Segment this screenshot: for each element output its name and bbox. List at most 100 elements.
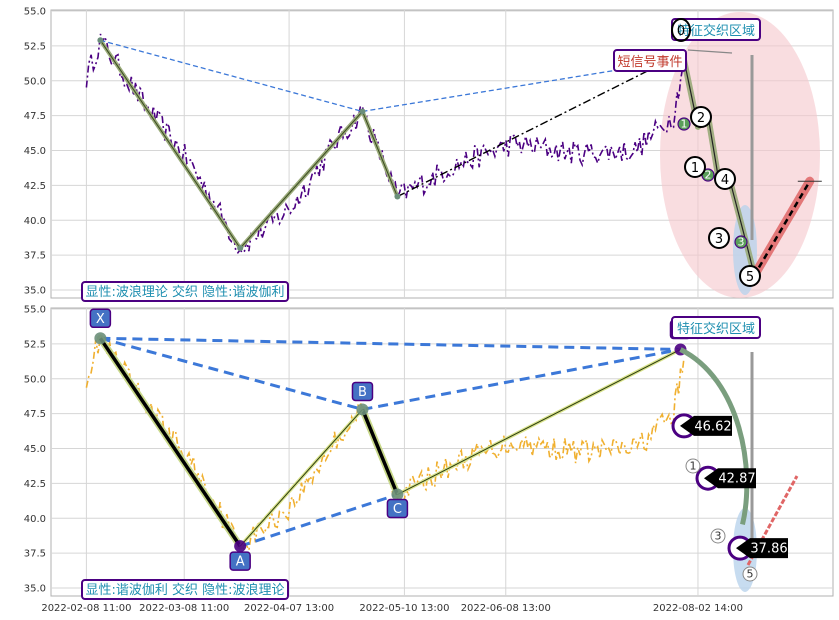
x-tick-label: 2022-04-07 13:00 bbox=[244, 603, 334, 614]
y-tick-label: 42.5 bbox=[24, 181, 46, 192]
wave-leg-line bbox=[707, 118, 720, 182]
wave-number-marker bbox=[734, 235, 748, 249]
harmonic-label-box bbox=[386, 498, 409, 519]
y-tick-label: 50.0 bbox=[24, 374, 46, 385]
dashed-connector bbox=[100, 39, 363, 113]
wave-circle-label bbox=[690, 106, 712, 128]
pivot-leg bbox=[362, 111, 398, 197]
y-tick-label: 45.0 bbox=[24, 146, 46, 157]
harmonic-dashed-line bbox=[362, 347, 681, 411]
target-value: 46.62 bbox=[694, 419, 731, 434]
wave-circle-text: 4 bbox=[721, 173, 729, 188]
wave-number-text: 3 bbox=[738, 236, 745, 249]
projection-line bbox=[752, 180, 811, 277]
harmonic-dashed-line bbox=[100, 336, 681, 351]
pivot-leg bbox=[239, 111, 363, 249]
wave-number-marker bbox=[677, 117, 691, 131]
harmonic-leg bbox=[360, 408, 400, 496]
top-caption-box: 显性:波浪理论 交织 隐性:谐波伽利 bbox=[81, 281, 289, 302]
bottom-zone-label-box: 特征交织区域 bbox=[671, 316, 761, 339]
top-caption: 显性:波浪理论 交织 隐性:谐波伽利 bbox=[85, 284, 284, 300]
wave-circle-text: 3 bbox=[715, 530, 722, 543]
harmonic-label-text: X bbox=[96, 312, 105, 327]
target-tag bbox=[680, 415, 732, 436]
y-tick-label: 35.0 bbox=[24, 286, 46, 297]
y-tick-label: 40.0 bbox=[24, 216, 46, 227]
harmonic-label-text: C bbox=[393, 502, 402, 517]
y-tick-label: 55.0 bbox=[24, 305, 46, 316]
y-tick-label: 35.0 bbox=[24, 584, 46, 595]
harmonic-leg-thin bbox=[397, 349, 681, 495]
wave-number-text: 2 bbox=[705, 169, 712, 182]
y-tick-label: 55.0 bbox=[24, 7, 46, 18]
pivot-point bbox=[97, 37, 104, 44]
harmonic-point bbox=[356, 403, 369, 416]
wave-circle-label bbox=[714, 168, 736, 190]
bottom-zone-label: 特征交织区域 bbox=[677, 321, 755, 337]
top-zone-label-box: 特征交织区域 bbox=[671, 18, 761, 41]
harmonic-leg bbox=[98, 337, 242, 548]
harmonic-dashed-line bbox=[239, 493, 398, 548]
harmonic-label-box bbox=[351, 381, 374, 402]
wave-number-text: 1 bbox=[681, 118, 688, 131]
wave-circle-text: 2 bbox=[697, 111, 705, 126]
x-tick-label: 2022-06-08 13:00 bbox=[461, 603, 551, 614]
harmonic-point bbox=[391, 488, 404, 501]
x-tick-label: 2022-03-08 11:00 bbox=[139, 603, 229, 614]
y-tick-label: 37.5 bbox=[24, 251, 46, 262]
harmonic-label-box bbox=[89, 308, 112, 329]
bottom-caption-box: 显性:谐波伽利 交织 隐性:波浪理论 bbox=[81, 579, 289, 600]
y-tick-label: 47.5 bbox=[24, 111, 46, 122]
harmonic-label-box bbox=[229, 551, 251, 571]
signal-arrow bbox=[687, 49, 733, 54]
pivot-point bbox=[359, 108, 366, 115]
projection-arc bbox=[679, 347, 750, 526]
harmonic-point bbox=[94, 332, 107, 345]
wave-circle-text: 1 bbox=[690, 460, 697, 473]
y-tick-label: 47.5 bbox=[24, 409, 46, 420]
signal-line bbox=[397, 55, 679, 198]
wave-leg-line bbox=[728, 178, 748, 246]
harmonic-leg-thin bbox=[239, 409, 363, 547]
y-tick-label: 40.0 bbox=[24, 514, 46, 525]
pivot-point bbox=[237, 245, 244, 252]
target-tag bbox=[736, 538, 788, 559]
wave-circle-label bbox=[742, 566, 758, 582]
x-tick-label: 2022-05-10 13:00 bbox=[359, 603, 449, 614]
harmonic-dashed-line bbox=[99, 336, 363, 411]
top-marker-digit: 0 bbox=[671, 18, 691, 42]
wave-circle-label bbox=[708, 227, 730, 249]
target-value: 37.86 bbox=[750, 542, 787, 557]
signal-label: 短信号事件 bbox=[617, 55, 682, 70]
harmonic-label-text: B bbox=[358, 385, 367, 400]
y-tick-label: 52.5 bbox=[24, 339, 46, 350]
wave-circle-label bbox=[684, 156, 706, 178]
target-tag bbox=[704, 468, 756, 489]
y-tick-label: 52.5 bbox=[24, 41, 46, 52]
wave-circle-text: 3 bbox=[715, 232, 723, 247]
wave-circle-label bbox=[710, 528, 726, 544]
wave-circle-text: 1 bbox=[691, 161, 699, 176]
target-value: 42.87 bbox=[718, 472, 755, 487]
axis-layer: 55.0 52.5 50.0 47.5 45.0 42.5 40.0 37.5 35.0 55.0… bbox=[24, 7, 743, 615]
svg-text:0: 0 bbox=[677, 24, 685, 39]
wave-circle-label bbox=[739, 265, 761, 287]
x-tick-label: 2022-02-08 11:00 bbox=[41, 603, 131, 614]
harmonic-point bbox=[234, 540, 247, 553]
top-zone-label: 特征交织区域 bbox=[677, 23, 755, 39]
bottom-caption: 显性:谐波伽利 交织 隐性:波浪理论 bbox=[85, 582, 284, 598]
pivot-point bbox=[394, 193, 401, 200]
y-tick-label: 50.0 bbox=[24, 76, 46, 87]
harmonic-label-text: A bbox=[236, 555, 245, 570]
x-tick-label: 2022-08-02 14:00 bbox=[653, 603, 743, 614]
pivot-leg bbox=[99, 40, 241, 249]
wave-circle-text: 5 bbox=[746, 270, 754, 285]
wave-circle-text: 5 bbox=[747, 568, 754, 581]
y-tick-label: 37.5 bbox=[24, 549, 46, 560]
signal-label-box: 短信号事件 bbox=[613, 49, 687, 72]
y-tick-label: 42.5 bbox=[24, 479, 46, 490]
